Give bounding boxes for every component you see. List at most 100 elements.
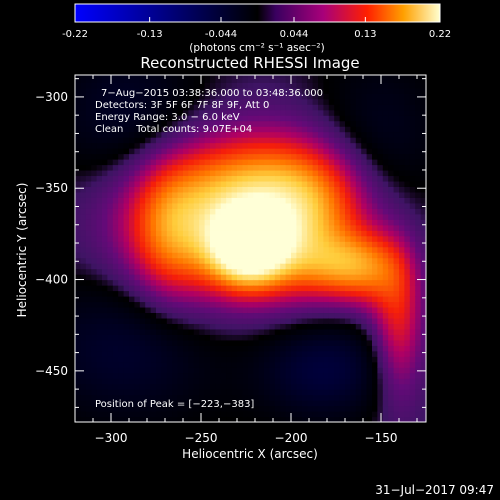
- heatmap-cell: [361, 317, 368, 324]
- heatmap-cell: [188, 115, 195, 122]
- heatmap-cell: [318, 279, 324, 286]
- heatmap-cell: [177, 383, 184, 390]
- heatmap-cell: [134, 180, 141, 188]
- heatmap-cell: [393, 208, 400, 215]
- heatmap-cell: [366, 345, 373, 352]
- heatmap-cell: [96, 378, 103, 385]
- heatmap-cell: [274, 257, 281, 264]
- heatmap-cell: [269, 186, 276, 193]
- heatmap-cell: [296, 400, 303, 407]
- heatmap-cell: [301, 142, 308, 149]
- heatmap-cell: [123, 131, 130, 138]
- heatmap-cell: [231, 285, 238, 292]
- heatmap-cell: [301, 405, 308, 412]
- heatmap-cell: [237, 301, 243, 308]
- heatmap-cell: [312, 405, 319, 412]
- heatmap-cell: [366, 148, 373, 155]
- heatmap-cell: [75, 356, 81, 363]
- heatmap-cell: [285, 301, 292, 308]
- heatmap-cell: [107, 263, 114, 270]
- heatmap-cell: [129, 241, 135, 248]
- heatmap-cell: [247, 339, 254, 346]
- heatmap-cell: [280, 312, 287, 319]
- heatmap-cell: [210, 76, 216, 83]
- heatmap-cell: [96, 350, 103, 357]
- heatmap-cell: [296, 416, 303, 422]
- heatmap-cell: [291, 317, 297, 324]
- heatmap-cell: [296, 104, 303, 111]
- heatmap-cell: [112, 274, 119, 281]
- heatmap-cell: [134, 191, 141, 198]
- heatmap-cell: [150, 202, 157, 209]
- heatmap-cell: [399, 350, 405, 357]
- heatmap-cell: [247, 224, 254, 231]
- heatmap-cell: [204, 339, 211, 346]
- heatmap-cell: [145, 290, 152, 297]
- heatmap-cell: [280, 394, 287, 401]
- heatmap-cell: [409, 416, 416, 422]
- heatmap-cell: [328, 372, 335, 379]
- heatmap-cell: [123, 191, 130, 198]
- heatmap-cell: [415, 104, 422, 111]
- heatmap-cell: [296, 126, 303, 133]
- heatmap-cell: [220, 93, 227, 100]
- heatmap-cell: [312, 301, 319, 308]
- heatmap-cell: [409, 378, 416, 385]
- heatmap-cell: [226, 378, 233, 385]
- heatmap-cell: [415, 411, 422, 418]
- heatmap-cell: [393, 383, 400, 390]
- heatmap-cell: [150, 137, 157, 144]
- heatmap-cell: [253, 274, 260, 281]
- heatmap-cell: [253, 263, 260, 270]
- heatmap-cell: [301, 131, 308, 138]
- heatmap-cell: [334, 279, 341, 286]
- heatmap-cell: [134, 257, 141, 264]
- heatmap-cell: [204, 323, 211, 330]
- heatmap-cell: [129, 175, 135, 182]
- heatmap-cell: [193, 416, 200, 422]
- heatmap-cell: [253, 230, 260, 237]
- heatmap-cell: [318, 219, 324, 226]
- heatmap-cell: [96, 257, 103, 264]
- heatmap-cell: [307, 180, 314, 188]
- heatmap-cell: [323, 126, 330, 133]
- heatmap-cell: [312, 328, 319, 335]
- heatmap-cell: [199, 142, 206, 149]
- heatmap-cell: [334, 126, 341, 133]
- heatmap-cell: [269, 378, 276, 385]
- heatmap-cell: [377, 252, 384, 259]
- heatmap-cell: [280, 137, 287, 144]
- heatmap-cell: [183, 323, 189, 330]
- heatmap-cell: [231, 126, 238, 133]
- heatmap-cell: [177, 191, 184, 198]
- heatmap-cell: [242, 252, 249, 259]
- heatmap-cell: [231, 405, 238, 412]
- heatmap-cell: [139, 279, 146, 286]
- heatmap-cell: [129, 164, 135, 171]
- heatmap-cell: [139, 323, 146, 330]
- heatmap-cell: [177, 87, 184, 94]
- heatmap-cell: [226, 301, 233, 308]
- heatmap-cell: [215, 411, 222, 418]
- heatmap-cell: [242, 87, 249, 94]
- plot-timestamp: 31−Jul−2017 09:47: [375, 483, 494, 497]
- heatmap-cell: [102, 213, 108, 220]
- heatmap-cell: [269, 290, 276, 297]
- heatmap-cell: [199, 230, 206, 237]
- heatmap-cell: [404, 416, 411, 422]
- heatmap-cell: [264, 159, 270, 166]
- heatmap-cell: [247, 169, 254, 177]
- heatmap-cell: [172, 159, 179, 166]
- heatmap-cell: [399, 400, 405, 407]
- heatmap-cell: [172, 186, 179, 193]
- heatmap-cell: [350, 334, 357, 341]
- heatmap-cell: [91, 411, 98, 418]
- heatmap-cell: [420, 164, 426, 171]
- heatmap-cell: [96, 383, 103, 390]
- heatmap-cell: [204, 153, 211, 160]
- heatmap-cell: [274, 394, 281, 401]
- heatmap-cell: [361, 159, 368, 166]
- heatmap-cell: [129, 411, 135, 418]
- heatmap-cell: [264, 82, 270, 89]
- heatmap-cell: [296, 131, 303, 138]
